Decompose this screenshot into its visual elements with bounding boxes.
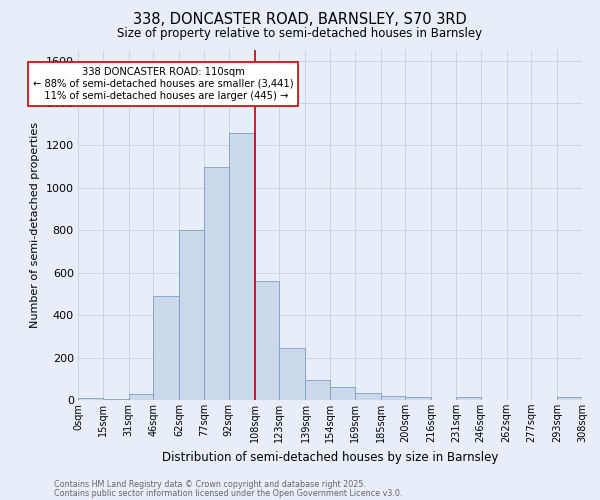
Text: Contains public sector information licensed under the Open Government Licence v3: Contains public sector information licen… [54,489,403,498]
Text: Size of property relative to semi-detached houses in Barnsley: Size of property relative to semi-detach… [118,28,482,40]
Bar [229,132,255,400]
Bar [204,166,229,400]
Bar [305,380,330,400]
Bar [78,398,103,400]
Text: 338, DONCASTER ROAD, BARNSLEY, S70 3RD: 338, DONCASTER ROAD, BARNSLEY, S70 3RD [133,12,467,28]
Bar [381,396,405,400]
Bar [179,230,204,400]
Bar [255,281,279,400]
Text: 338 DONCASTER ROAD: 110sqm
← 88% of semi-detached houses are smaller (3,441)
  1: 338 DONCASTER ROAD: 110sqm ← 88% of semi… [33,68,293,100]
Text: Contains HM Land Registry data © Crown copyright and database right 2025.: Contains HM Land Registry data © Crown c… [54,480,366,489]
Bar [153,296,179,400]
Bar [405,397,431,400]
Bar [330,388,355,400]
Bar [355,392,381,400]
Bar [279,348,305,400]
Bar [103,399,129,400]
Bar [129,394,153,400]
X-axis label: Distribution of semi-detached houses by size in Barnsley: Distribution of semi-detached houses by … [162,450,498,464]
Y-axis label: Number of semi-detached properties: Number of semi-detached properties [30,122,40,328]
Bar [456,397,481,400]
Bar [557,397,582,400]
